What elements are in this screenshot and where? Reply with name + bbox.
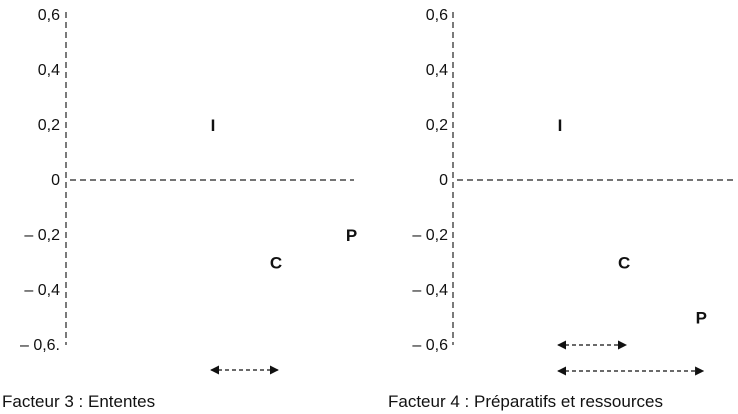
data-point-P: P — [346, 226, 357, 245]
data-point-I: I — [558, 116, 563, 135]
y-tick-label: – 0,6. — [20, 337, 60, 354]
y-tick-label: 0,6 — [38, 7, 60, 24]
y-tick-label: 0 — [51, 172, 60, 189]
y-tick-label: 0,4 — [38, 62, 60, 79]
y-tick-label: – 0,4 — [24, 282, 60, 299]
y-tick-label: – 0,6 — [412, 337, 448, 354]
data-point-P: P — [696, 309, 707, 328]
data-point-C: C — [270, 254, 282, 273]
data-point-C: C — [618, 254, 630, 273]
y-tick-label: 0 — [439, 172, 448, 189]
y-tick-label: – 0,2 — [412, 227, 448, 244]
data-point-I: I — [211, 116, 216, 135]
y-tick-label: 0,2 — [38, 117, 60, 134]
y-tick-label: 0,2 — [426, 117, 448, 134]
y-tick-label: 0,4 — [426, 62, 448, 79]
chart-title: Facteur 3 : Ententes — [2, 392, 155, 411]
y-tick-label: – 0,2 — [24, 227, 60, 244]
chart-panel-2: 0,6 0,4 0,2 0 – 0,2 – 0,4 – 0,6 I C P Facteur 4 : … — [388, 7, 736, 411]
y-tick-label: – 0,4 — [412, 282, 448, 299]
y-tick-label: 0,6 — [426, 7, 448, 24]
chart-title: Facteur 4 : Préparatifs et ressources — [388, 392, 663, 411]
chart-panel-1: 0,6 0,4 0,2 0 – 0,2 – 0,4 – 0,6. I C P Facteur 3 :… — [2, 7, 357, 411]
